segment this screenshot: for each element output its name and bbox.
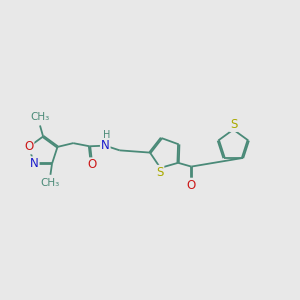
Text: O: O xyxy=(87,158,96,171)
Text: O: O xyxy=(187,178,196,192)
Text: N: N xyxy=(30,157,39,170)
Text: S: S xyxy=(230,118,237,131)
Text: N: N xyxy=(101,139,110,152)
Text: O: O xyxy=(24,140,33,153)
Text: H: H xyxy=(103,130,110,140)
Text: CH₃: CH₃ xyxy=(41,178,60,188)
Text: S: S xyxy=(156,166,164,179)
Text: CH₃: CH₃ xyxy=(30,112,50,122)
